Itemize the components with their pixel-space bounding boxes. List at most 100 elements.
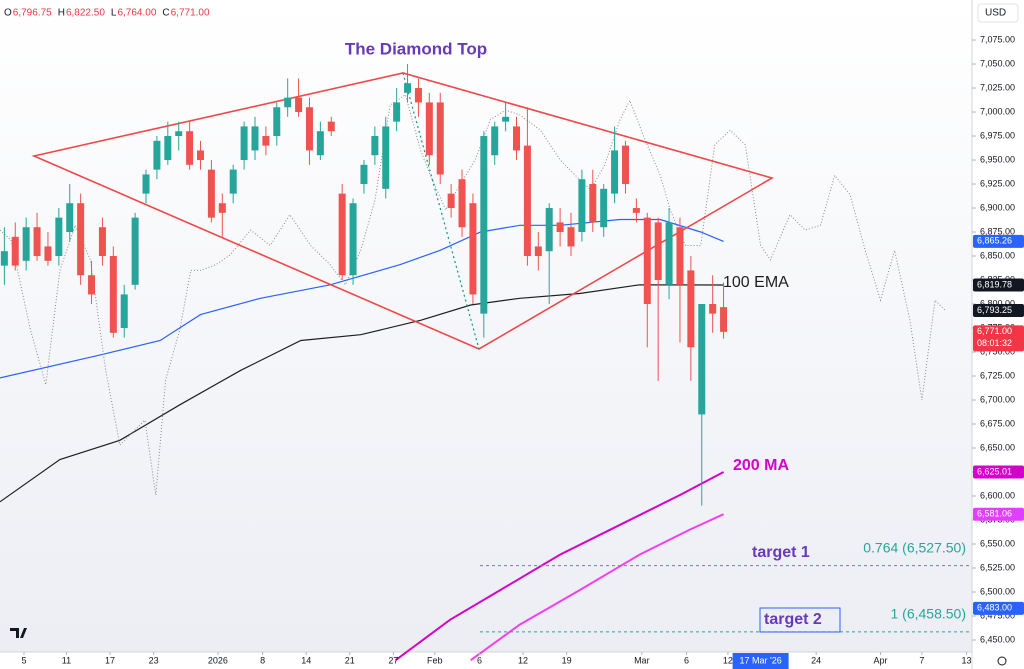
diamond-drawing <box>31 72 775 350</box>
candle-body <box>513 126 521 151</box>
x-tick-label: 2026 <box>208 655 228 665</box>
candle-body <box>55 217 63 257</box>
currency[interactable]: USD <box>985 8 1006 19</box>
y-tick-label: 6,975.00 <box>980 130 1015 140</box>
x-tick-label: 6 <box>684 655 689 665</box>
candle-body <box>458 179 466 228</box>
y-tick-label: 7,050.00 <box>980 58 1015 68</box>
x-tick-label: Apr <box>873 655 887 665</box>
indicator-line <box>0 284 724 503</box>
indicator-lines <box>0 93 946 662</box>
ohlc-value: 6,822.50 <box>66 8 105 19</box>
y-tick-label: 6,850.00 <box>980 250 1015 260</box>
candle-body <box>88 275 96 295</box>
y-tick-label: 6,700.00 <box>980 394 1015 404</box>
y-tick-label: 7,075.00 <box>980 34 1015 44</box>
chart-title: The Diamond Top <box>345 39 487 58</box>
price-tag <box>973 325 1024 352</box>
ohlc-value: 6,796.75 <box>13 8 52 19</box>
x-tick-label: 6 <box>477 655 482 665</box>
price-tag <box>973 507 1024 521</box>
candle-body <box>142 174 150 194</box>
candle-body <box>131 217 139 285</box>
candle-body <box>120 294 128 329</box>
target-label: target 1 <box>752 544 810 561</box>
y-tick-label: 6,875.00 <box>980 226 1015 236</box>
candle-body <box>349 203 357 276</box>
candle-body <box>589 184 597 223</box>
currency-button[interactable]: USD <box>977 3 1019 23</box>
candle-body <box>262 136 270 146</box>
candle-body <box>687 270 695 348</box>
candle-body <box>22 227 30 261</box>
candle-body <box>0 251 8 266</box>
price-tag-label: 6,793.25 <box>977 305 1012 315</box>
y-tick-label: 7,000.00 <box>980 106 1015 116</box>
candle-body <box>153 140 161 170</box>
x-tick-label: 5 <box>21 655 26 665</box>
candle-body <box>371 136 379 156</box>
line-label: 200 MA <box>733 457 789 474</box>
x-tick-label: 12 <box>723 655 733 665</box>
candle-body <box>523 145 531 257</box>
annotations: 100 EMA 200 MA 0.764 (6,527.50) target 1 1 (… <box>723 274 967 633</box>
candle-body <box>229 169 237 194</box>
settings-icon[interactable] <box>997 656 1007 666</box>
candle-body <box>273 107 281 137</box>
y-tick-label: 6,500.00 <box>980 586 1015 596</box>
candle-body <box>720 307 728 332</box>
candle-body <box>425 102 433 156</box>
candle-body <box>654 222 662 281</box>
y-tick-label: 6,950.00 <box>980 154 1015 164</box>
x-tick-label: 14 <box>301 655 311 665</box>
candle-body <box>295 97 303 113</box>
fib-label: 1 (6,458.50) <box>891 606 967 622</box>
price-tag <box>973 601 1024 615</box>
candle-body <box>393 102 401 122</box>
candle-body <box>491 126 499 156</box>
candle-body <box>33 227 41 257</box>
ohlc-label: C <box>162 8 169 19</box>
y-tick-label: 6,650.00 <box>980 442 1015 452</box>
x-tick-label: 21 <box>345 655 355 665</box>
x-tick-label: 24 <box>811 655 821 665</box>
plot-background <box>0 0 972 652</box>
candle-body <box>175 131 183 137</box>
price-tag-label: 6,483.00 <box>977 603 1012 613</box>
ohlc-header: O 6,796.75 H 6,822.50 L 6,764.00 C 6,771.00 <box>4 8 210 19</box>
indicator-line <box>470 513 725 662</box>
candle-body <box>251 126 259 151</box>
price-tag <box>973 234 1024 248</box>
axes: 7,075.00 7,050.00 7,025.00 7,000.00 6,975.00… <box>21 34 1024 669</box>
candle-body <box>556 222 564 233</box>
y-tick-label: 7,025.00 <box>980 82 1015 92</box>
candle-body <box>186 131 194 165</box>
candle-body <box>665 222 673 285</box>
diamond-outline <box>31 72 775 350</box>
x-tick-label: 27 <box>388 655 398 665</box>
y-tick-label: 6,925.00 <box>980 178 1015 188</box>
candle-body <box>611 150 619 194</box>
y-tick-label: 6,675.00 <box>980 418 1015 428</box>
candle-body <box>480 136 488 314</box>
price-tag <box>973 278 1024 292</box>
candle-body <box>469 203 477 295</box>
ohlc-value: 6,771.00 <box>171 8 210 19</box>
candle-body <box>338 193 346 276</box>
x-tick-label: 8 <box>260 655 265 665</box>
price-tag <box>973 465 1024 479</box>
candle-body <box>284 97 292 108</box>
x-tick-label: 19 <box>562 655 572 665</box>
candle-body <box>534 246 542 257</box>
tv-logo <box>10 628 27 638</box>
ohlc-label: O <box>4 8 12 19</box>
y-tick-label: 6,450.00 <box>980 634 1015 644</box>
candle-body <box>709 304 717 314</box>
candle-body <box>164 136 172 161</box>
price-tag-label: 6,581.06 <box>977 509 1012 519</box>
currency-box <box>977 3 1019 23</box>
candle-body <box>436 102 444 175</box>
candle-body <box>414 88 422 103</box>
indicator-line <box>395 471 725 662</box>
